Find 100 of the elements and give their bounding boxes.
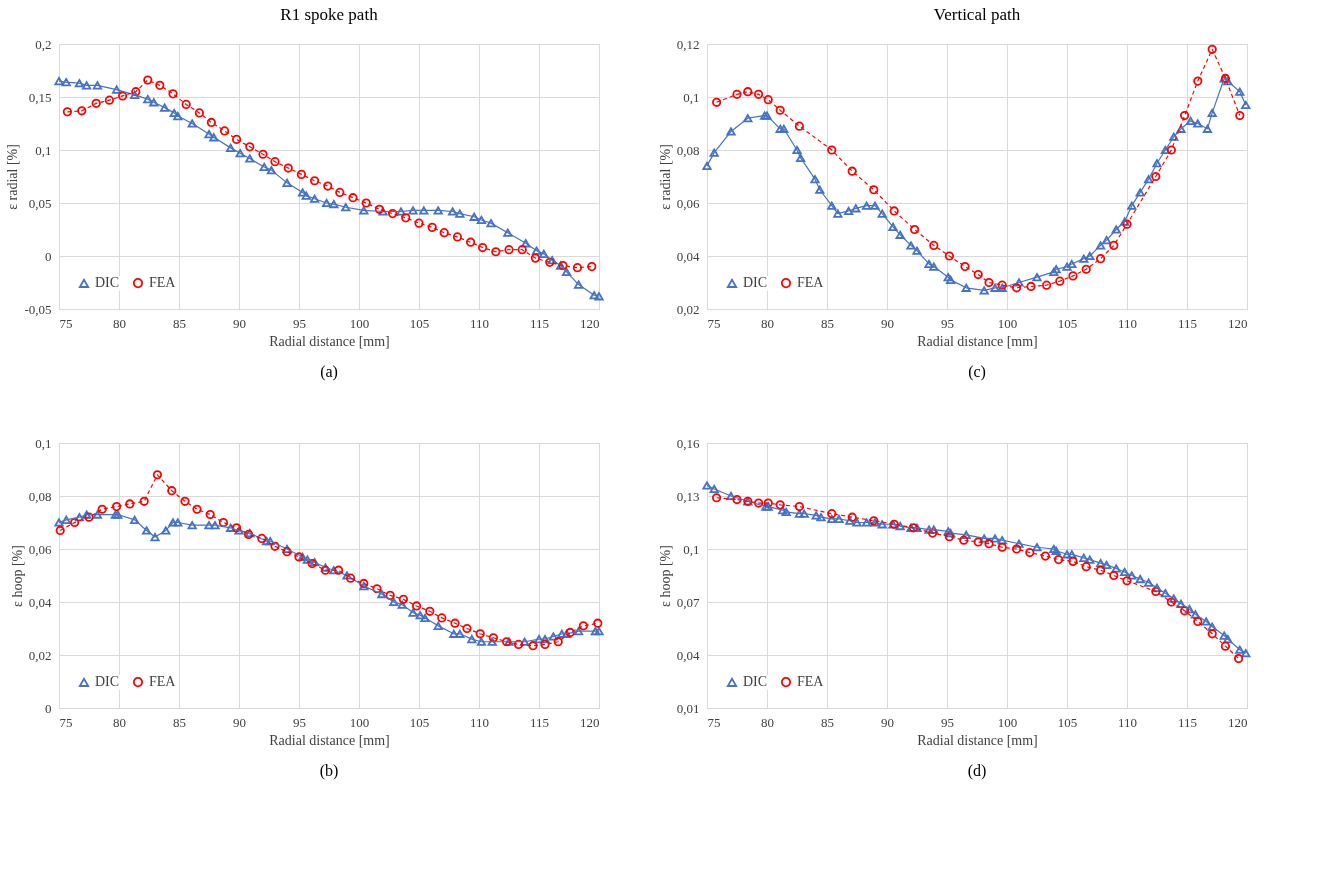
point [539,249,549,258]
point [329,199,339,209]
point [141,526,152,535]
point [398,594,409,604]
x-tick-label: 100 [349,714,370,730]
x-tick-label: 110 [469,714,490,730]
point [827,509,837,519]
point [302,555,313,564]
y-tick-label: 0,08 [676,142,700,158]
point [469,212,479,221]
text: (b) [319,762,339,780]
point [762,111,772,120]
point [266,166,277,175]
point [929,240,939,250]
point [530,253,541,263]
point [984,277,994,288]
legend-label: FEA [797,275,825,291]
point [54,76,64,86]
x-tick-label: 80 [761,714,774,730]
point [1095,559,1106,568]
point [1179,606,1190,616]
point [143,95,153,104]
point [433,206,443,215]
point [419,206,429,215]
point [1151,171,1161,182]
point [97,504,107,514]
point [372,584,382,594]
point [206,117,217,128]
point [462,623,472,634]
point [945,528,956,538]
point [816,513,826,522]
point [282,178,292,187]
point [889,206,899,216]
point [1085,251,1095,261]
x-tick-label: 110 [1117,315,1138,331]
x-tick-label: 115 [529,714,550,730]
point [297,552,308,562]
point [959,535,969,545]
point [450,618,460,628]
point [877,209,887,218]
point [1127,571,1137,580]
point [888,222,898,231]
point [294,552,304,562]
point [258,149,268,159]
point [62,107,73,117]
x-tick-label: 100 [349,315,370,331]
point [1122,576,1132,586]
point [465,237,476,247]
point [455,209,465,218]
point [1235,645,1245,654]
point [794,509,805,518]
chart-title: Vertical path [933,5,1021,24]
point [396,207,406,216]
point [979,534,989,543]
point [906,241,916,250]
point [1062,262,1072,271]
text: (d) [967,762,987,780]
point [187,521,197,530]
point [1184,604,1195,614]
point [1079,254,1089,263]
point [169,108,179,118]
point [55,525,65,536]
y-axis-title: ε hoop [%] [9,545,25,607]
y-tick-label: 0,12 [676,36,700,52]
point [1166,145,1177,155]
point [235,149,245,158]
point [929,262,939,271]
y-tick-label: 0,13 [676,488,700,504]
point [924,259,934,269]
y-tick-label: 0,1 [35,435,52,451]
point [1119,567,1130,577]
point [775,105,785,115]
point [811,511,821,520]
point [573,280,584,289]
point [333,565,344,575]
point [1176,124,1186,133]
point [61,78,71,87]
point [912,246,922,255]
point [225,523,236,532]
point [517,245,527,255]
x-tick-label: 90 [233,714,246,730]
point [54,518,64,527]
point [181,99,191,110]
point [961,530,971,539]
point [173,518,183,527]
point [1067,550,1077,559]
point [168,518,178,527]
x-tick-label: 75 [707,315,721,331]
point [219,126,230,136]
point [504,245,514,255]
point [1241,649,1251,658]
point [990,283,1000,292]
point [1207,44,1217,54]
x-tick-label: 85 [173,315,186,331]
point [709,484,719,494]
point [834,514,844,524]
point [759,111,770,120]
point [528,641,538,651]
point [467,634,477,644]
point [590,627,601,636]
